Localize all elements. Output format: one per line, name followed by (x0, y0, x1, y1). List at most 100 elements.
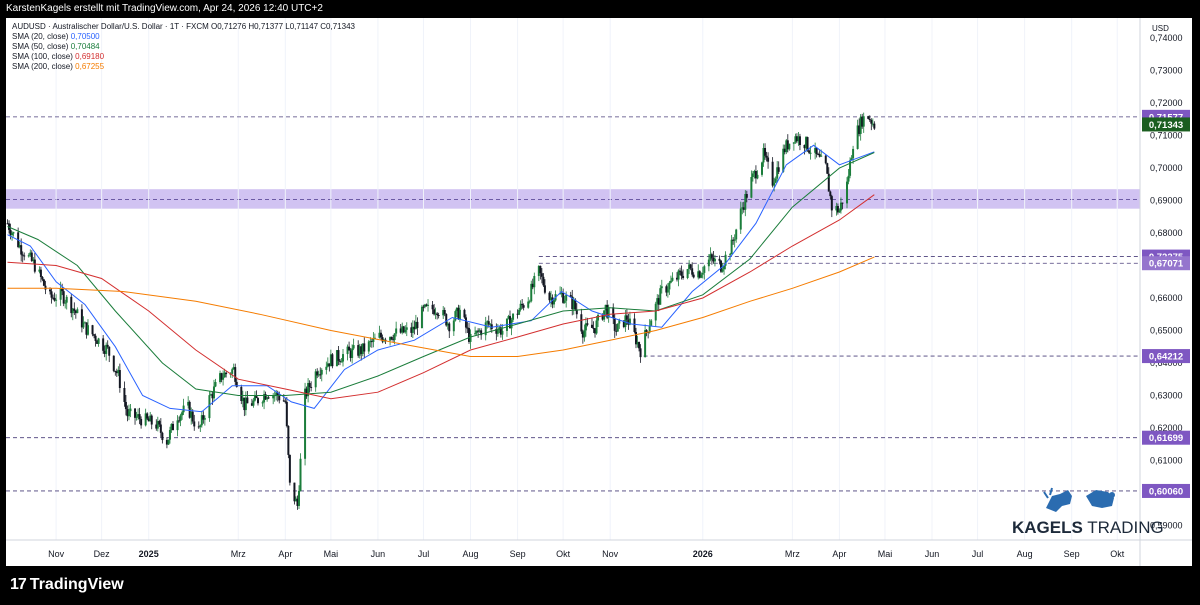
candle-body (232, 367, 235, 370)
candle-body (499, 327, 502, 335)
sma-20-legend: SMA (20, close) 0,70500 (12, 32, 355, 42)
candle-body (445, 314, 448, 326)
price-level-label: 0,61699 (1149, 433, 1183, 444)
candle-body (52, 297, 55, 299)
chart-panel[interactable]: 0,74000 0,73000 0,72000 0,71000 0,70000 0,690… (6, 18, 1192, 566)
bull-bear-icon (1043, 487, 1115, 512)
candle-body (553, 300, 556, 305)
candle-body (730, 239, 733, 255)
price-level-badge (1142, 483, 1190, 498)
candle-body (477, 330, 480, 332)
candle-body (338, 360, 341, 362)
candle-body (38, 269, 41, 272)
candle-body (867, 116, 870, 119)
candle-body (6, 223, 9, 225)
candle-body (105, 344, 108, 354)
candle-body (244, 397, 247, 411)
candle-body (597, 314, 600, 321)
candle-body (870, 120, 873, 124)
candle-body (278, 395, 281, 401)
candle-body (814, 147, 817, 153)
candle-body (316, 371, 319, 376)
candle-body (179, 415, 182, 421)
candle-body (285, 402, 288, 427)
candle-body (859, 116, 862, 134)
tradingview-logo[interactable]: 17 TradingView (10, 576, 124, 594)
candle-body (253, 395, 256, 401)
candle-body (392, 339, 395, 341)
candle-body (660, 286, 663, 289)
candle-body (176, 420, 179, 431)
candle-body (468, 328, 471, 342)
candle-body (644, 330, 647, 358)
x-tick-label: Jun (371, 549, 386, 559)
y-tick-label: 0,73000 (1150, 66, 1183, 76)
candle-body (739, 208, 742, 230)
candle-body (835, 205, 838, 211)
candle-body (490, 324, 493, 329)
candle-body (862, 116, 865, 127)
candle-body (30, 252, 33, 261)
candle-body (134, 408, 137, 418)
x-tick-label: Okt (1110, 549, 1125, 559)
candle-body (272, 395, 275, 399)
candle-body (463, 309, 466, 318)
candle-body (399, 328, 402, 333)
trading-word: TRADING (1087, 518, 1164, 537)
candle-body (55, 299, 58, 301)
candle-body (416, 321, 419, 329)
candle-body (393, 333, 396, 340)
candle-body (783, 148, 786, 153)
candle-body (489, 324, 492, 326)
candle-body (44, 285, 47, 290)
candle-body (97, 338, 100, 344)
candle-body (753, 170, 756, 174)
candle-body (537, 265, 540, 277)
candle-body (624, 315, 627, 327)
y-tick-label: 0,61000 (1150, 455, 1183, 465)
candle-body (818, 154, 821, 157)
candle-body (850, 158, 853, 161)
candle-body (788, 143, 791, 150)
candle-body (622, 320, 625, 327)
candle-body (342, 354, 345, 362)
last-price-badge (1142, 117, 1190, 132)
sma-20-value: 0,70500 (70, 32, 100, 41)
candle-body (178, 420, 181, 422)
candle-body (847, 175, 850, 182)
candle-body (257, 398, 259, 404)
x-tick-label: 2026 (693, 549, 713, 559)
candle-body (62, 291, 65, 304)
candle-body (633, 318, 636, 332)
sma-50-value: 0,70484 (70, 42, 100, 51)
candle-body (744, 194, 747, 210)
candle-body (414, 321, 417, 330)
candle-body (150, 415, 153, 425)
candle-body (601, 314, 604, 320)
candle-body (348, 346, 351, 351)
price-chart[interactable]: 0,74000 0,73000 0,72000 0,71000 0,70000 0,690… (6, 18, 1192, 566)
candle-body (304, 388, 307, 459)
candle-body (581, 331, 584, 338)
candle-body (560, 292, 563, 294)
candle-body (745, 194, 748, 198)
candle-body (522, 305, 525, 308)
candle-body (381, 337, 384, 342)
candle-body (735, 229, 738, 240)
candle-body (93, 334, 96, 336)
candle-body (615, 330, 618, 332)
candle-body (724, 254, 727, 266)
candle-body (308, 383, 311, 387)
candle-body (756, 174, 759, 179)
candle-body (413, 326, 416, 330)
candle-body (275, 392, 278, 396)
candle-body (638, 342, 641, 349)
candle-body (666, 289, 669, 293)
candle-body (856, 125, 859, 149)
candle-body (764, 147, 767, 156)
candle-body (443, 310, 446, 315)
sma-20-line (7, 144, 875, 413)
y-tick-label: 0,71000 (1150, 131, 1183, 141)
candle-body (241, 397, 244, 402)
tradingview-mark-icon: 17 (10, 576, 27, 593)
